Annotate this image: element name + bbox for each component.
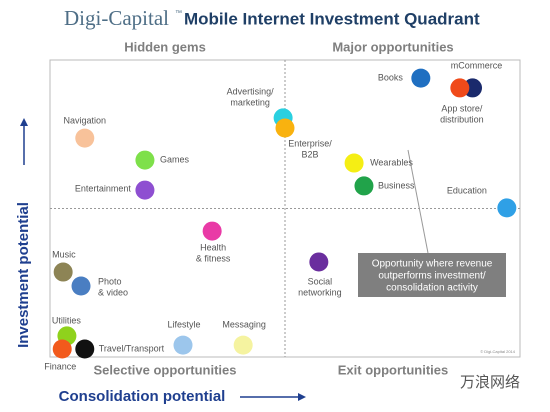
point-label: Finance bbox=[44, 361, 76, 371]
point-label: Wearables bbox=[370, 157, 413, 167]
point-label: Music bbox=[52, 249, 76, 259]
x-axis-label: Consolidation potential bbox=[59, 388, 226, 405]
point-label: Lifestyle bbox=[167, 319, 200, 329]
point bbox=[344, 153, 364, 173]
point-label: Social bbox=[308, 276, 333, 286]
point bbox=[75, 339, 95, 359]
y-arrow-head bbox=[20, 118, 28, 126]
footnote: © Digi-Capital 2014 bbox=[480, 349, 516, 354]
annotation: consolidation activity bbox=[386, 283, 478, 294]
point-label: Enterprise/ bbox=[288, 138, 332, 148]
point-label: distribution bbox=[440, 114, 484, 124]
point bbox=[275, 118, 295, 138]
point bbox=[202, 221, 222, 241]
point-label: Entertainment bbox=[75, 183, 132, 193]
chart-title: Mobile Internet Investment Quadrant bbox=[184, 9, 480, 28]
point bbox=[71, 276, 91, 296]
point-label: Utilities bbox=[52, 315, 82, 325]
plot: Books mCommerce App store/distribution Adve… bbox=[44, 60, 520, 371]
point bbox=[411, 68, 431, 88]
point-label: & video bbox=[98, 287, 128, 297]
point-label: Advertising/ bbox=[227, 86, 275, 96]
watermark: 万浪网络 bbox=[460, 374, 520, 391]
y-axis-label: Investment potential bbox=[15, 202, 32, 348]
point-label: Business bbox=[378, 180, 415, 190]
point bbox=[450, 78, 470, 98]
quadrant-label: Selective opportunities bbox=[93, 362, 236, 377]
point-label: B2B bbox=[301, 149, 318, 159]
point bbox=[52, 339, 72, 359]
point-label: Navigation bbox=[64, 115, 107, 125]
brand: Digi-Capital bbox=[64, 6, 169, 30]
point-label: Education bbox=[447, 185, 487, 195]
point bbox=[497, 198, 517, 218]
point-label: Books bbox=[378, 72, 404, 82]
point-label: Travel/Transport bbox=[99, 343, 165, 353]
quadrant-label: Hidden gems bbox=[124, 39, 206, 54]
annotation: Opportunity where revenue bbox=[372, 259, 493, 270]
quadrant-label: Major opportunities bbox=[332, 39, 453, 54]
annotation-pointer bbox=[407, 149, 429, 254]
point bbox=[173, 335, 193, 355]
point bbox=[309, 252, 329, 272]
point bbox=[135, 150, 155, 170]
point bbox=[53, 262, 73, 282]
point bbox=[75, 128, 95, 148]
point-label: Health bbox=[200, 242, 226, 252]
point-label: marketing bbox=[230, 97, 270, 107]
point bbox=[233, 335, 253, 355]
annotation-box bbox=[358, 253, 506, 297]
annotation: outperforms investment/ bbox=[378, 271, 485, 282]
point bbox=[354, 176, 374, 196]
point-label: mCommerce bbox=[451, 60, 503, 70]
quadrant-label: Exit opportunities bbox=[338, 362, 449, 377]
brand-mark: ™ bbox=[175, 10, 182, 17]
x-arrow-head bbox=[298, 393, 306, 401]
point bbox=[135, 180, 155, 200]
point-label: Games bbox=[160, 154, 190, 164]
point-label: App store/ bbox=[441, 103, 483, 113]
point-label: Photo bbox=[98, 276, 122, 286]
point-label: & fitness bbox=[196, 253, 231, 263]
point-label: networking bbox=[298, 287, 342, 297]
point-label: Messaging bbox=[222, 319, 266, 329]
